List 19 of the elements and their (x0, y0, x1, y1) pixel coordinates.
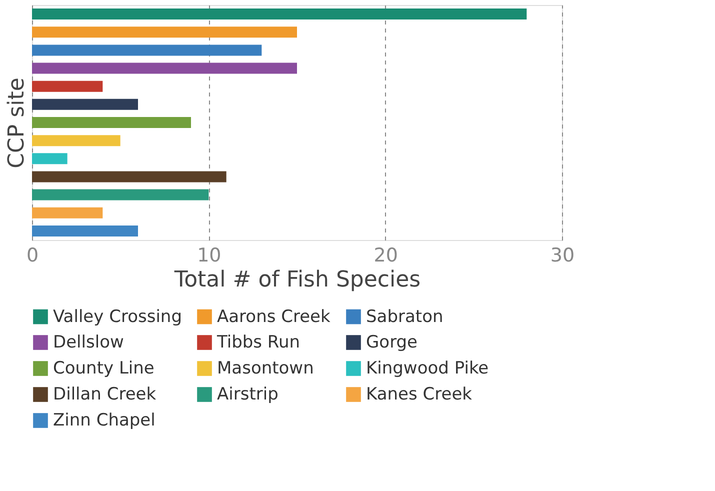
legend-label: Kingwood Pike (366, 358, 489, 378)
legend-label: Dillan Creek (53, 384, 156, 404)
x-tick-label: 0 (26, 244, 39, 266)
legend-label: Tibbs Run (216, 332, 300, 352)
x-axis-title: Total # of Fish Species (173, 268, 421, 292)
legend-label: Zinn Chapel (53, 410, 156, 430)
legend-label: Masontown (217, 358, 314, 378)
legend-label: Kanes Creek (366, 384, 472, 404)
legend-label: Valley Crossing (53, 306, 182, 327)
legend-label: Airstrip (217, 384, 278, 404)
legend-label: Aarons Creek (217, 306, 330, 327)
x-tick-label: 20 (374, 244, 398, 266)
y-axis-title: CCP site (4, 78, 30, 168)
legend-label: Gorge (366, 332, 418, 352)
x-tick-label: 30 (550, 244, 575, 266)
legend-label: Dellslow (53, 332, 124, 352)
legend-label: County Line (53, 358, 154, 378)
x-tick-label: 10 (197, 244, 222, 266)
legend-label: Sabraton (366, 306, 444, 327)
